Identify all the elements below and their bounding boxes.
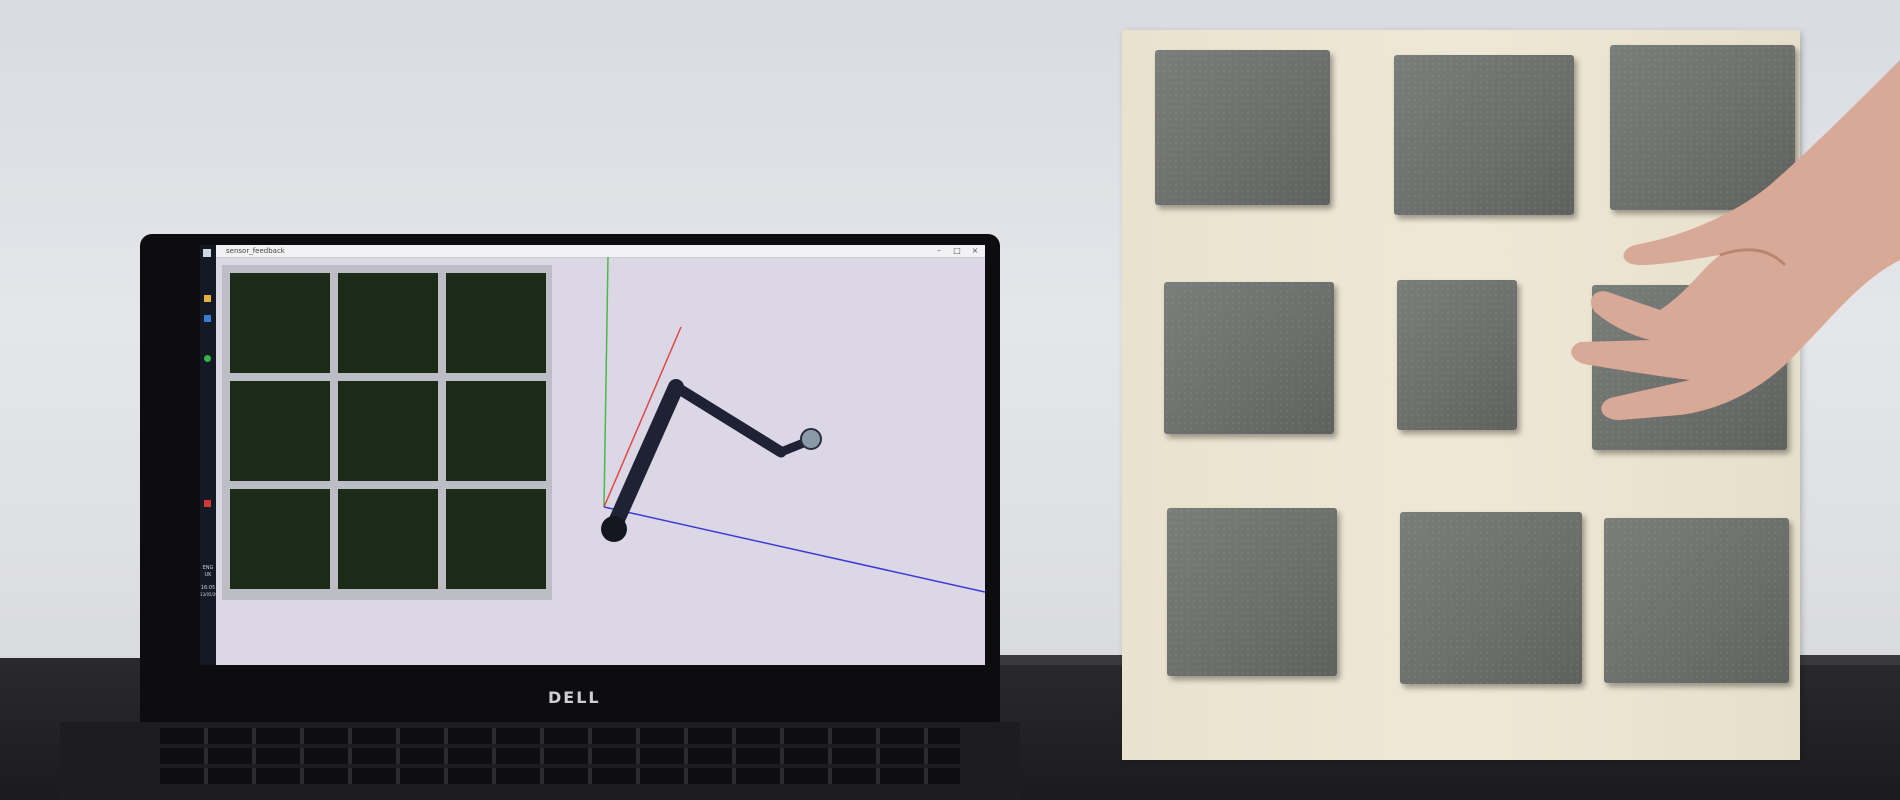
robot-arm-base-link bbox=[608, 379, 684, 530]
human-hand bbox=[1571, 60, 1900, 420]
robot-3d-view bbox=[601, 257, 985, 593]
taskbar-time: 16:05 bbox=[200, 585, 216, 591]
laptop-screen: ENG UK 16:05 13/05/2017 sensor_feedback … bbox=[200, 245, 985, 665]
windows-taskbar: ENG UK 16:05 13/05/2017 bbox=[200, 245, 224, 665]
foam-cube bbox=[1610, 45, 1795, 210]
taskbar-app-icon[interactable] bbox=[204, 500, 211, 507]
sensor-grid-view bbox=[222, 265, 552, 600]
foam-cube bbox=[1400, 512, 1582, 684]
foam-cube bbox=[1155, 50, 1330, 205]
taskbar-app-icon[interactable] bbox=[204, 295, 211, 302]
keyboard-row bbox=[160, 768, 960, 784]
laptop-keyboard bbox=[60, 722, 1020, 800]
laptop-brand-logo: DELL bbox=[548, 688, 601, 707]
robot-end-effector bbox=[800, 428, 822, 450]
keyboard-row bbox=[160, 748, 960, 764]
taskbar-region: UK bbox=[204, 572, 212, 578]
window-titlebar: sensor_feedback – □ × bbox=[216, 245, 985, 258]
wooden-board bbox=[1122, 30, 1800, 760]
sensor-cell bbox=[446, 381, 546, 481]
sensor-cell bbox=[446, 489, 546, 589]
robot-arm-upper-link bbox=[670, 381, 787, 458]
robot-arm-base-joint bbox=[601, 516, 627, 542]
sensor-cell bbox=[338, 273, 438, 373]
taskbar-date: 13/05/2017 bbox=[200, 592, 224, 597]
foam-cube bbox=[1164, 282, 1334, 434]
foam-cube bbox=[1167, 508, 1337, 676]
foam-cube bbox=[1397, 280, 1517, 430]
taskbar-app-icon[interactable] bbox=[204, 315, 211, 322]
close-icon[interactable]: × bbox=[971, 246, 979, 255]
taskbar-language: ENG bbox=[202, 565, 214, 571]
sensor-cell bbox=[338, 381, 438, 481]
foam-cube bbox=[1604, 518, 1789, 683]
sensor-cell bbox=[230, 273, 330, 373]
sensor-cell bbox=[338, 489, 438, 589]
axis-x-line bbox=[603, 326, 682, 508]
foam-cube bbox=[1394, 55, 1574, 215]
axis-y-line bbox=[603, 257, 609, 508]
start-icon[interactable] bbox=[203, 249, 211, 257]
taskbar-app-icon[interactable] bbox=[204, 355, 211, 362]
simulation-window: sensor_feedback – □ × bbox=[216, 245, 985, 665]
maximize-icon[interactable]: □ bbox=[953, 246, 961, 255]
sensor-cell bbox=[446, 273, 546, 373]
keyboard-row bbox=[160, 728, 960, 744]
axis-z-line bbox=[603, 506, 985, 593]
window-title: sensor_feedback bbox=[226, 247, 285, 255]
minimize-icon[interactable]: – bbox=[937, 246, 941, 255]
sensor-cell bbox=[230, 381, 330, 481]
sensor-cell bbox=[230, 489, 330, 589]
